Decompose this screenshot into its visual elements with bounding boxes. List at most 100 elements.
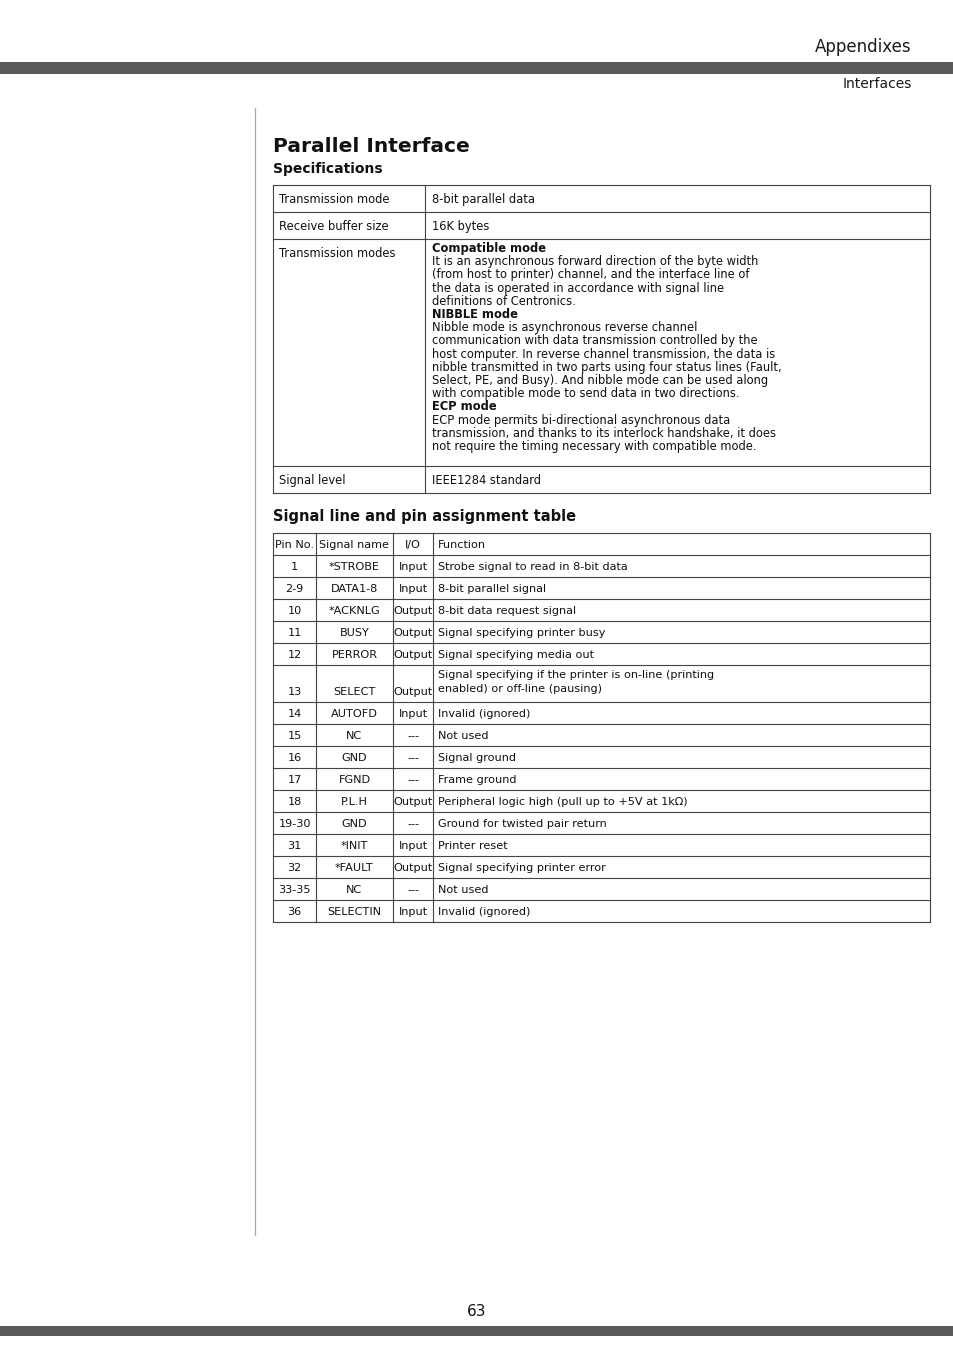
Text: 16: 16 [287, 754, 301, 763]
Text: not require the timing necessary with compatible mode.: not require the timing necessary with co… [432, 439, 756, 453]
Text: Signal level: Signal level [278, 474, 345, 487]
Text: Function: Function [437, 541, 485, 550]
Text: 11: 11 [287, 628, 301, 638]
Text: Receive buffer size: Receive buffer size [278, 220, 388, 233]
Text: ---: --- [407, 731, 418, 741]
Text: Interfaces: Interfaces [841, 77, 911, 92]
Text: *STROBE: *STROBE [329, 562, 379, 572]
Text: *FAULT: *FAULT [335, 863, 374, 874]
Text: Output: Output [393, 628, 432, 638]
Text: Signal ground: Signal ground [437, 754, 516, 763]
Text: 17: 17 [287, 775, 301, 785]
Text: SELECTIN: SELECTIN [327, 907, 381, 917]
Bar [0, 62, 953, 74]
Text: Input: Input [398, 841, 427, 851]
Text: host computer. In reverse channel transmission, the data is: host computer. In reverse channel transm… [432, 348, 775, 361]
Text: Signal specifying media out: Signal specifying media out [437, 650, 594, 661]
Text: PERROR: PERROR [331, 650, 377, 661]
Text: Signal name: Signal name [319, 541, 389, 550]
Text: Signal specifying if the printer is on-line (printing: Signal specifying if the printer is on-l… [437, 670, 714, 681]
Text: Output: Output [393, 863, 432, 874]
Text: SELECT: SELECT [333, 687, 375, 697]
Text: GND: GND [341, 820, 367, 829]
Text: 63: 63 [467, 1304, 486, 1318]
Text: transmission, and thanks to its interlock handshake, it does: transmission, and thanks to its interloc… [432, 427, 775, 439]
Text: 8-bit parallel signal: 8-bit parallel signal [437, 584, 545, 594]
Text: P.L.H: P.L.H [340, 797, 368, 807]
Text: Appendixes: Appendixes [815, 38, 911, 57]
Text: Not used: Not used [437, 731, 488, 741]
Text: Parallel Interface: Parallel Interface [273, 137, 469, 156]
Text: FGND: FGND [338, 775, 370, 785]
Text: ---: --- [407, 820, 418, 829]
Text: Input: Input [398, 562, 427, 572]
Text: Transmission mode: Transmission mode [278, 193, 389, 206]
Text: Ground for twisted pair return: Ground for twisted pair return [437, 820, 606, 829]
Text: enabled) or off-line (pausing): enabled) or off-line (pausing) [437, 685, 601, 694]
Text: Signal specifying printer error: Signal specifying printer error [437, 863, 605, 874]
Text: nibble transmitted in two parts using four status lines (Fault,: nibble transmitted in two parts using fo… [432, 361, 781, 373]
Text: ---: --- [407, 886, 418, 895]
Text: 19-30: 19-30 [278, 820, 311, 829]
Text: Output: Output [393, 607, 432, 616]
Text: ECP mode: ECP mode [432, 400, 497, 414]
Text: 13: 13 [287, 687, 301, 697]
Text: Output: Output [393, 797, 432, 807]
Text: NC: NC [346, 731, 362, 741]
Text: *ACKNLG: *ACKNLG [329, 607, 380, 616]
Text: 36: 36 [287, 907, 301, 917]
Text: Select, PE, and Busy). And nibble mode can be used along: Select, PE, and Busy). And nibble mode c… [432, 373, 767, 387]
Text: 1: 1 [291, 562, 297, 572]
Text: with compatible mode to send data in two directions.: with compatible mode to send data in two… [432, 387, 739, 400]
Text: Nibble mode is asynchronous reverse channel: Nibble mode is asynchronous reverse chan… [432, 321, 697, 334]
Text: Input: Input [398, 907, 427, 917]
Text: definitions of Centronics.: definitions of Centronics. [432, 295, 576, 307]
Text: 14: 14 [287, 709, 301, 720]
Text: 2-9: 2-9 [285, 584, 303, 594]
Text: the data is operated in accordance with signal line: the data is operated in accordance with … [432, 282, 723, 295]
Text: Signal specifying printer busy: Signal specifying printer busy [437, 628, 605, 638]
Text: 33-35: 33-35 [278, 886, 311, 895]
Text: Pin No.: Pin No. [274, 541, 314, 550]
Text: Output: Output [393, 687, 432, 697]
Text: Output: Output [393, 650, 432, 661]
Text: 18: 18 [287, 797, 301, 807]
Text: I/O: I/O [405, 541, 420, 550]
Text: 16K bytes: 16K bytes [432, 220, 489, 233]
Text: Signal line and pin assignment table: Signal line and pin assignment table [273, 510, 576, 524]
Text: Not used: Not used [437, 886, 488, 895]
Text: NIBBLE mode: NIBBLE mode [432, 307, 517, 321]
Text: Input: Input [398, 584, 427, 594]
Text: 32: 32 [287, 863, 301, 874]
Text: Invalid (ignored): Invalid (ignored) [437, 907, 530, 917]
Text: 10: 10 [287, 607, 301, 616]
Text: DATA1-8: DATA1-8 [331, 584, 377, 594]
Text: Input: Input [398, 709, 427, 720]
Text: ---: --- [407, 754, 418, 763]
Text: Strobe signal to read in 8-bit data: Strobe signal to read in 8-bit data [437, 562, 627, 572]
Text: (from host to printer) channel, and the interface line of: (from host to printer) channel, and the … [432, 268, 749, 282]
Text: 31: 31 [287, 841, 301, 851]
Text: 8-bit data request signal: 8-bit data request signal [437, 607, 576, 616]
Text: Specifications: Specifications [273, 162, 382, 177]
Text: Peripheral logic high (pull up to +5V at 1kΩ): Peripheral logic high (pull up to +5V at… [437, 797, 687, 807]
Text: 12: 12 [287, 650, 301, 661]
Text: *INIT: *INIT [340, 841, 368, 851]
Text: GND: GND [341, 754, 367, 763]
Text: Compatible mode: Compatible mode [432, 243, 545, 255]
Text: BUSY: BUSY [339, 628, 369, 638]
Text: IEEE1284 standard: IEEE1284 standard [432, 474, 540, 487]
Text: It is an asynchronous forward direction of the byte width: It is an asynchronous forward direction … [432, 255, 758, 268]
Text: Printer reset: Printer reset [437, 841, 507, 851]
Text: Transmission modes: Transmission modes [278, 247, 395, 260]
Text: ECP mode permits bi-directional asynchronous data: ECP mode permits bi-directional asynchro… [432, 414, 729, 426]
Text: Frame ground: Frame ground [437, 775, 516, 785]
Text: NC: NC [346, 886, 362, 895]
Text: AUTOFD: AUTOFD [331, 709, 377, 720]
Bar [0, 1326, 953, 1336]
Text: 15: 15 [287, 731, 301, 741]
Text: ---: --- [407, 775, 418, 785]
Text: Invalid (ignored): Invalid (ignored) [437, 709, 530, 720]
Text: communication with data transmission controlled by the: communication with data transmission con… [432, 334, 757, 348]
Text: 8-bit parallel data: 8-bit parallel data [432, 193, 535, 206]
